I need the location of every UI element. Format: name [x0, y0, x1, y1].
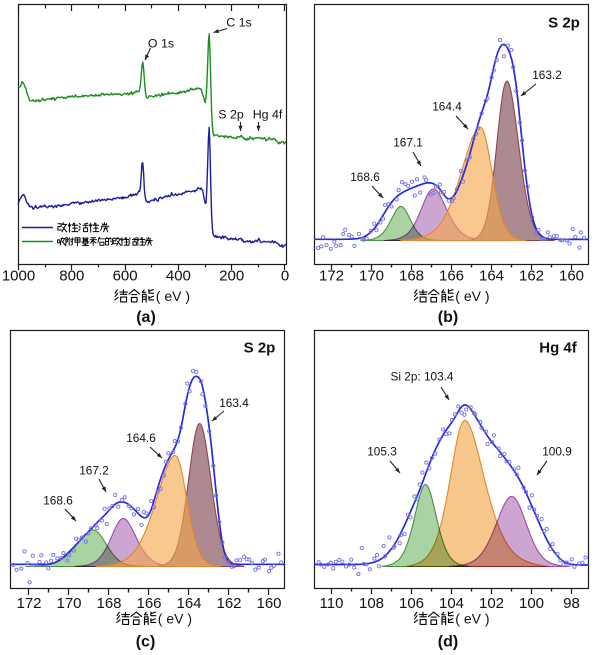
svg-text:162: 162	[216, 595, 241, 612]
svg-text:102: 102	[479, 595, 504, 612]
svg-text:Si 2p: 103.4: Si 2p: 103.4	[391, 370, 454, 384]
svg-text:100.9: 100.9	[542, 445, 572, 459]
svg-text:166: 166	[136, 595, 161, 612]
svg-text:S 2p: S 2p	[244, 340, 276, 357]
svg-text:108: 108	[359, 595, 384, 612]
svg-text:( eV ): ( eV )	[158, 611, 192, 627]
svg-text:( eV ): ( eV )	[156, 288, 190, 304]
svg-text:C 1s: C 1s	[226, 16, 251, 30]
svg-text:104: 104	[439, 595, 464, 612]
svg-text:172: 172	[16, 595, 41, 612]
svg-text:160: 160	[256, 595, 281, 612]
svg-text:110: 110	[320, 595, 344, 612]
svg-text:800: 800	[59, 268, 84, 285]
svg-text:100: 100	[519, 595, 544, 612]
svg-text:163.2: 163.2	[532, 68, 562, 82]
svg-text:166: 166	[439, 268, 464, 285]
svg-text:( eV ): ( eV )	[455, 611, 489, 627]
svg-text:170: 170	[359, 268, 384, 285]
svg-text:164.4: 164.4	[432, 100, 462, 114]
svg-text:(b): (b)	[438, 309, 458, 326]
svg-text:160: 160	[559, 268, 584, 285]
svg-text:167.1: 167.1	[393, 136, 423, 150]
svg-text:O 1s: O 1s	[148, 37, 174, 51]
svg-text:( eV ): ( eV )	[455, 288, 489, 304]
svg-text:Hg 4f: Hg 4f	[253, 108, 283, 122]
svg-text:170: 170	[56, 595, 81, 612]
svg-text:168: 168	[96, 595, 121, 612]
svg-text:105.3: 105.3	[367, 445, 397, 459]
svg-text:200: 200	[219, 268, 244, 285]
svg-text:168.6: 168.6	[43, 494, 73, 508]
svg-text:(a): (a)	[136, 309, 156, 326]
svg-text:(c): (c)	[136, 634, 156, 651]
svg-text:162: 162	[519, 268, 544, 285]
svg-text:1000: 1000	[2, 268, 35, 285]
svg-text:Hg 4f: Hg 4f	[539, 340, 578, 357]
svg-text:168.6: 168.6	[350, 170, 380, 184]
svg-text:164: 164	[176, 595, 201, 612]
svg-text:106: 106	[399, 595, 424, 612]
svg-text:(d): (d)	[438, 634, 458, 651]
svg-text:S 2p: S 2p	[548, 15, 580, 32]
svg-text:172: 172	[319, 268, 344, 285]
svg-text:168: 168	[399, 268, 424, 285]
svg-text:164: 164	[479, 268, 504, 285]
svg-text:164.6: 164.6	[126, 431, 156, 445]
svg-text:600: 600	[113, 268, 138, 285]
svg-text:S 2p: S 2p	[218, 108, 244, 122]
svg-text:98: 98	[563, 595, 580, 612]
svg-text:0: 0	[281, 268, 289, 285]
svg-text:167.2: 167.2	[79, 464, 109, 478]
svg-text:400: 400	[166, 268, 191, 285]
svg-text:163.4: 163.4	[219, 396, 249, 410]
